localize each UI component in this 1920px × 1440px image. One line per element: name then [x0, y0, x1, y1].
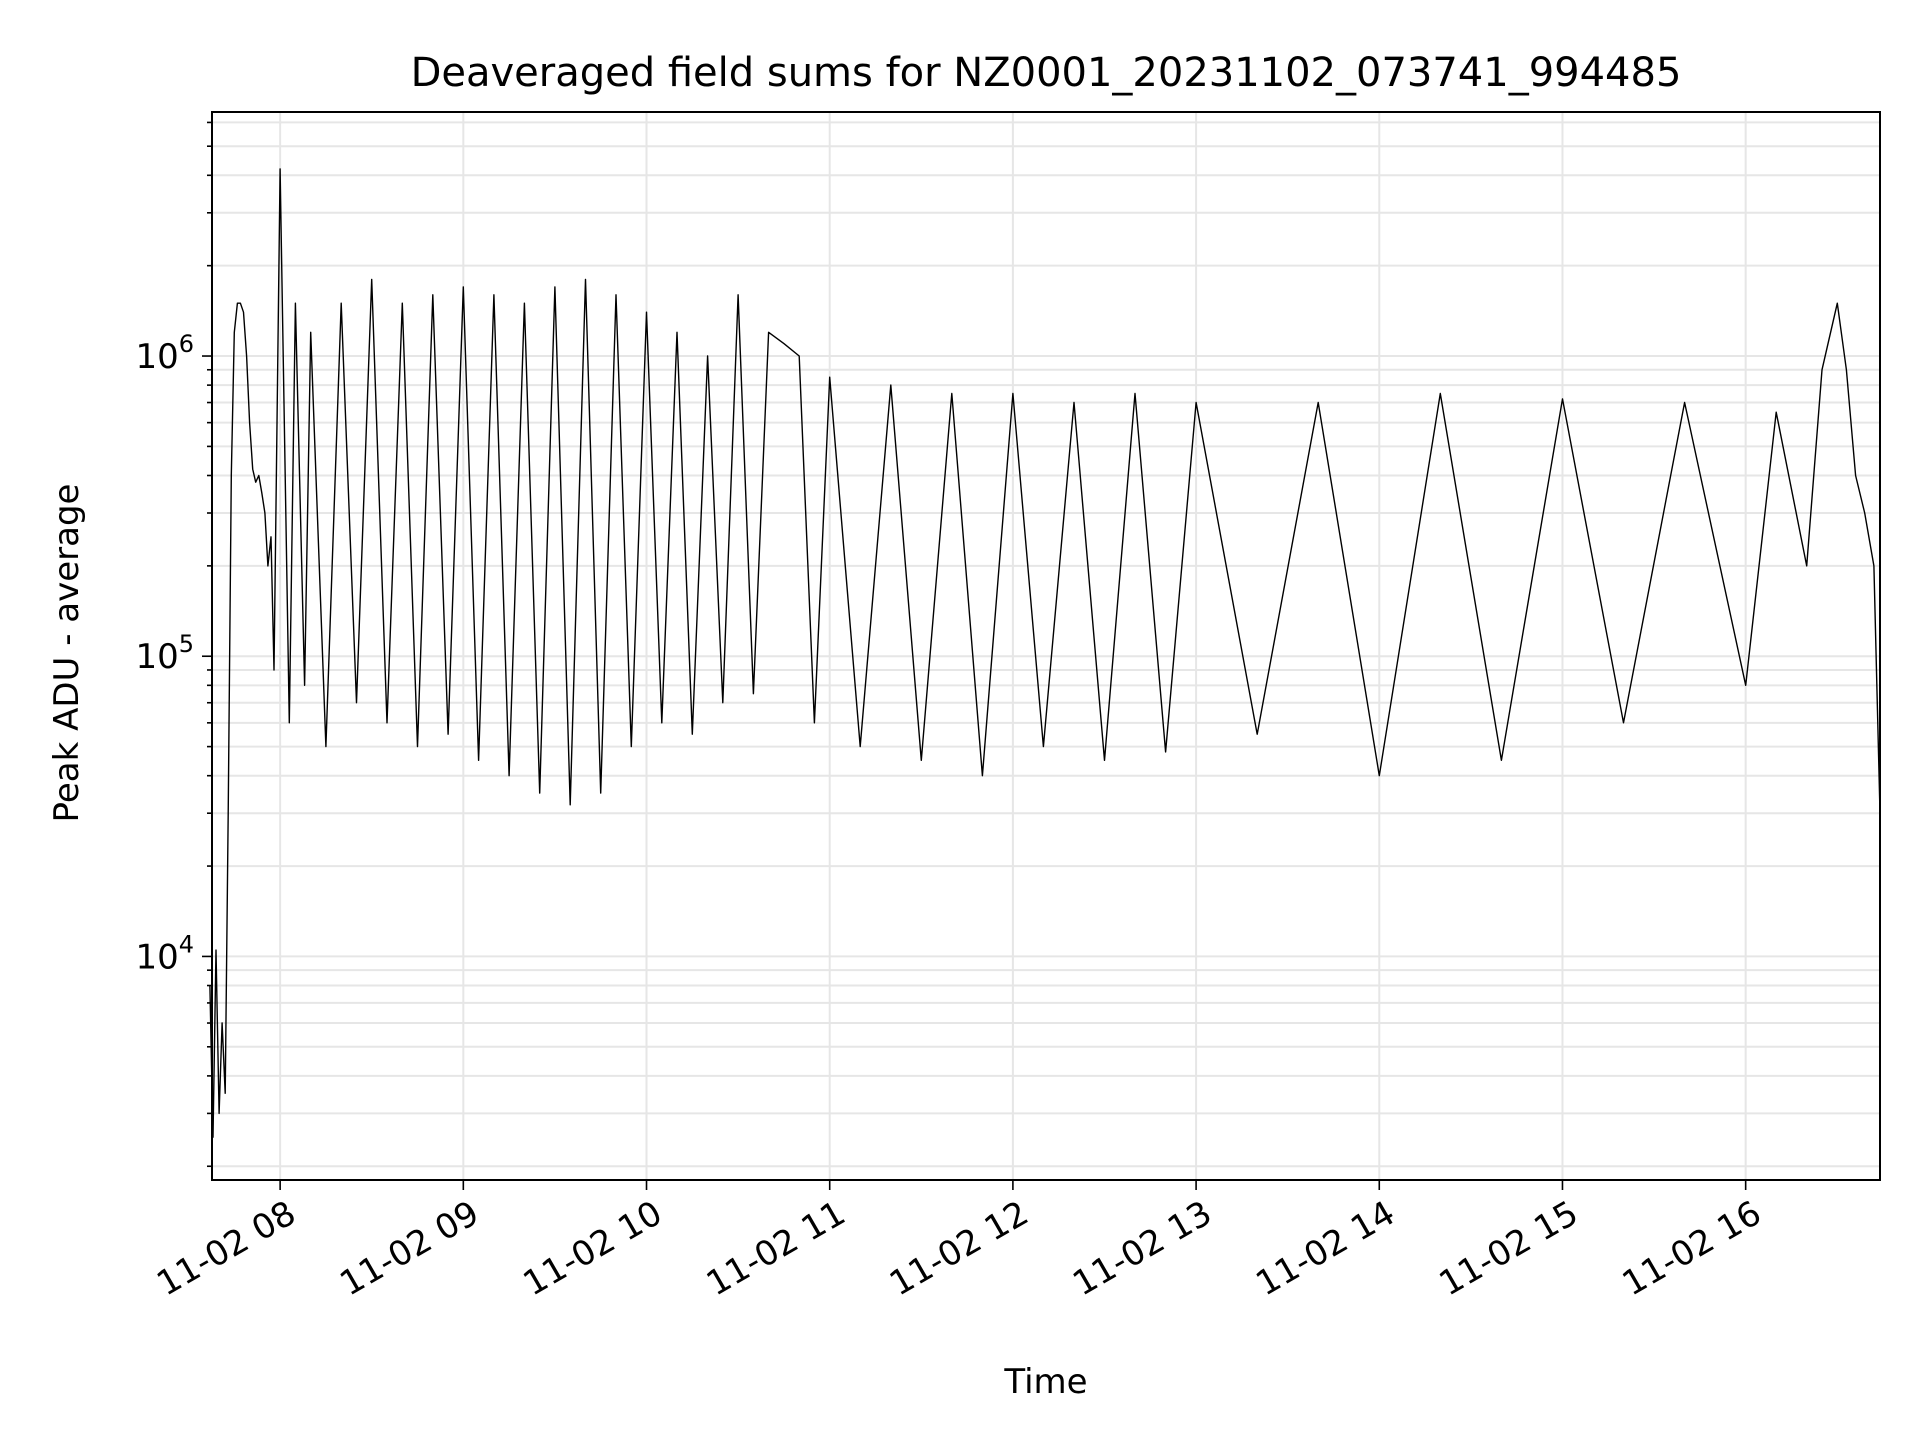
y-axis-label: Peak ADU - average — [47, 484, 87, 823]
series-line — [209, 168, 1881, 1138]
chart-title: Deaveraged field sums for NZ0001_2023110… — [411, 50, 1682, 96]
y-tick-base: 10 — [135, 937, 178, 977]
x-axis-label: Time — [1003, 1362, 1087, 1402]
y-tick-base: 10 — [135, 637, 178, 677]
data-series — [209, 168, 1881, 1138]
y-tick-label: 104 — [135, 930, 194, 977]
y-tick-exponent: 6 — [179, 330, 194, 358]
y-tick-label: 106 — [135, 330, 194, 377]
grid-lines — [212, 112, 1880, 1180]
y-tick-exponent: 5 — [179, 630, 194, 658]
y-tick-base: 10 — [135, 337, 178, 377]
plot-frame — [211, 111, 1881, 1181]
y-tick-label: 105 — [135, 630, 194, 677]
y-tick-exponent: 4 — [179, 930, 194, 958]
